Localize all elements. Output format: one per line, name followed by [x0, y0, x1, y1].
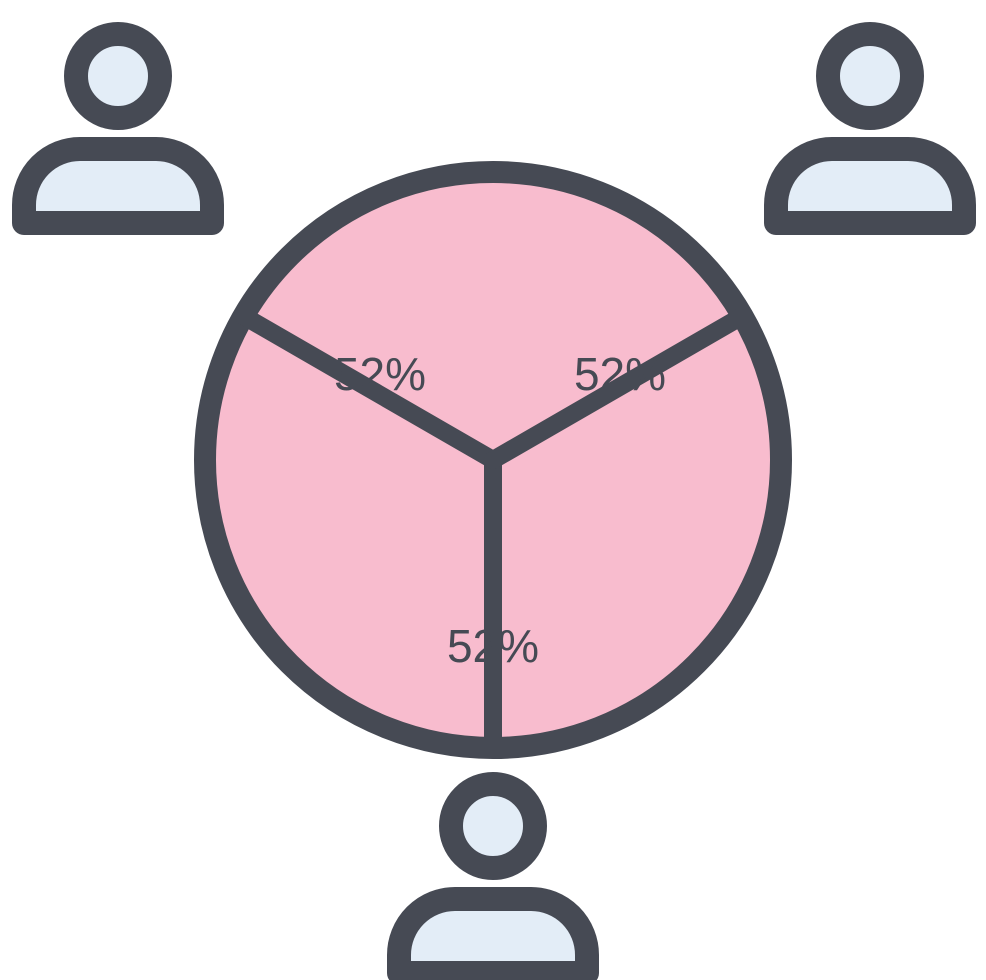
- pie-slice-label: 52%: [574, 348, 666, 400]
- user-head: [76, 34, 160, 118]
- user-icon: [399, 784, 587, 973]
- user-head: [828, 34, 912, 118]
- user-body: [399, 899, 587, 973]
- pie-user-diagram: 52% 52% 52%: [0, 0, 986, 980]
- user-body: [24, 149, 212, 223]
- user-head: [451, 784, 535, 868]
- user-icon: [776, 34, 964, 223]
- user-body: [776, 149, 964, 223]
- infographic-canvas: 52% 52% 52%: [0, 0, 986, 980]
- pie-slice-label: 52%: [334, 348, 426, 400]
- user-icon: [24, 34, 212, 223]
- pie-slice-label: 52%: [447, 620, 539, 672]
